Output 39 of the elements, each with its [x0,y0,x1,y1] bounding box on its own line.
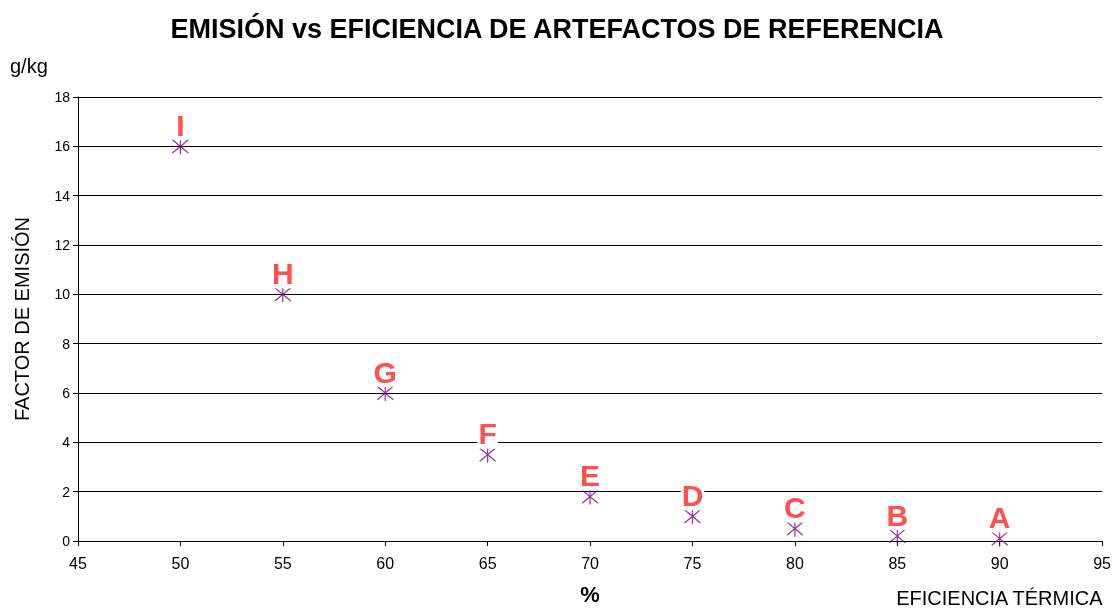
annotation: E [580,459,601,493]
text: g/kg [10,55,48,77]
annotation: G [373,355,397,389]
x-tick-label: 45 [69,554,87,572]
annotation: C [784,491,806,525]
x-tick-label: 60 [376,554,395,572]
y-tick-label: 18 [54,89,71,105]
annotation: D [681,478,704,512]
y-tick-label: 10 [54,286,71,303]
x-tick-label: 70 [581,554,600,572]
y-tick-label: 6 [62,385,71,401]
x-tick-label: 50 [171,554,190,572]
point [171,137,190,155]
x-tick-label: 65 [478,554,497,572]
x-axis-title: % [580,581,600,607]
y-tick-label: 2 [62,483,71,500]
point [581,488,599,506]
x-tick-label: 90 [990,554,1009,572]
y-tick-label: 12 [54,237,71,253]
annotation: A [988,501,1011,535]
x-tick-label: 80 [785,554,804,572]
point [479,446,497,464]
text: EFICIENCIA TÉRMICA [896,587,1104,609]
annotation: H [271,256,294,290]
x-tick-label: 85 [888,554,907,572]
y-tick-label: 8 [62,335,71,352]
x-tick-label: 95 [1093,554,1112,572]
x-tick-label: 55 [273,554,292,572]
y-axis-title: FACTOR DE EMISIÓN [11,216,33,422]
annotation: F [478,417,497,451]
point [786,520,804,538]
y-tick-label: 4 [62,434,71,451]
chart-title: EMISIÓN vs EFICIENCIA DE ARTEFACTOS DE REFERENCIA [170,12,944,44]
y-tick-label: 16 [54,138,71,155]
y-tick-label: 0 [62,533,71,549]
annotation: B [886,498,909,532]
y-tick-label: 14 [54,187,71,204]
x-tick-label: 75 [683,554,702,572]
annotation: I [176,108,185,142]
